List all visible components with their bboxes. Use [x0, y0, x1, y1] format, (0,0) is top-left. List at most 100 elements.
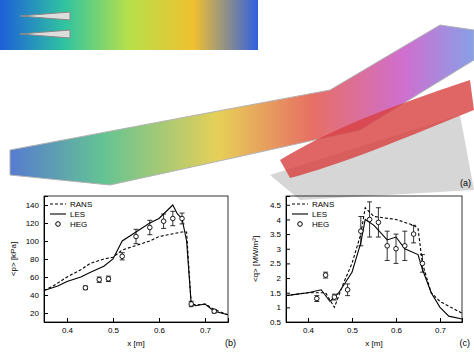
- tick: 0.7: [435, 318, 447, 335]
- legend: RANSLESHEG: [292, 200, 334, 229]
- legend-swatch: [298, 222, 303, 227]
- tick-label: 40: [30, 291, 39, 300]
- error-cap: [170, 225, 175, 226]
- legend-swatch: [56, 222, 61, 227]
- tick-label: 1.5: [270, 289, 282, 298]
- axis-line: [287, 318, 463, 323]
- chart: 0.40.50.60.70.511.522.533.544.5x [m]<q> …: [251, 196, 470, 348]
- data-point: [323, 273, 328, 278]
- series-line: [44, 232, 228, 315]
- error-cap: [134, 229, 139, 230]
- series-line: [286, 219, 462, 319]
- data-point: [171, 216, 176, 221]
- data-point: [403, 244, 408, 249]
- error-cap: [345, 295, 350, 296]
- data-point: [148, 225, 153, 230]
- legend: RANSLESHEG: [50, 200, 92, 229]
- tick-mark: [352, 318, 353, 322]
- chart: 0.40.50.60.720406080100120140x [m]<p> [k…: [9, 196, 236, 348]
- data-point: [180, 216, 185, 221]
- tick: 0.5: [270, 318, 290, 327]
- y-axis-title: <q> [MW/m²]: [251, 236, 260, 282]
- plot-area: [44, 205, 228, 315]
- tick: 3: [277, 245, 290, 254]
- x-axis: 0.4 0.5 0.6 0.7: [287, 318, 463, 335]
- data-point: [120, 254, 125, 259]
- plot-frame: [286, 196, 462, 322]
- tick-mark: [396, 318, 397, 322]
- tick-mark: [286, 205, 290, 206]
- tick-label: 0.7: [435, 326, 447, 335]
- x-axis: 0.40.50.60.7: [45, 318, 229, 335]
- tick: 3.5: [270, 230, 290, 239]
- data-point: [359, 229, 364, 234]
- tick: 0.6: [154, 318, 166, 335]
- tick-mark: [44, 313, 48, 314]
- injector: [20, 30, 70, 38]
- x-axis-title: x [m]: [127, 339, 144, 348]
- legend-label: LES: [312, 210, 327, 219]
- tick: 20: [30, 309, 48, 318]
- tick-label: 4.5: [270, 201, 282, 210]
- legend-swatch: [50, 213, 66, 214]
- data-point: [189, 302, 194, 307]
- error-cap: [420, 272, 425, 273]
- tick-label: 2: [277, 274, 282, 283]
- tick-label: 120: [26, 219, 40, 228]
- tick-label: 3.5: [270, 230, 282, 239]
- data-point: [134, 234, 139, 239]
- tick-mark: [44, 277, 48, 278]
- error-cap: [120, 259, 125, 260]
- error-cap: [376, 237, 381, 238]
- data-point: [345, 287, 350, 292]
- tick-label: 2.5: [270, 259, 282, 268]
- tick: 0.5: [108, 318, 120, 335]
- data-point: [161, 219, 166, 224]
- tick: 100: [26, 237, 48, 246]
- error-cap: [161, 228, 166, 229]
- tick: 80: [30, 255, 48, 264]
- tick: 1: [277, 303, 290, 312]
- panel-label: (b): [225, 338, 236, 348]
- injector: [20, 12, 70, 20]
- legend-swatch: [292, 203, 308, 204]
- error-cap: [120, 252, 125, 253]
- tick: 0.4: [62, 318, 74, 335]
- data-point: [411, 232, 416, 237]
- data-point: [212, 309, 217, 314]
- tick: 120: [26, 219, 48, 228]
- tick-mark: [44, 205, 48, 206]
- tick-mark: [159, 318, 160, 322]
- tick-label: 0.4: [303, 326, 315, 335]
- tick: 2.5: [270, 259, 290, 268]
- tick-mark: [44, 241, 48, 242]
- top-view: [0, 0, 258, 50]
- series-line: [286, 208, 462, 313]
- tick-label: 0.4: [62, 326, 74, 335]
- error-cap: [367, 237, 372, 238]
- tick: 0.5: [347, 318, 359, 335]
- tick-label: 0.5: [108, 326, 120, 335]
- tick-mark: [286, 219, 290, 220]
- plot-frame: [44, 196, 228, 322]
- jet-structure: [280, 80, 474, 178]
- tick-mark: [44, 223, 48, 224]
- legend-label: HEG: [312, 220, 329, 229]
- error-cap: [161, 214, 166, 215]
- axis-line: [45, 197, 49, 323]
- series-line: [44, 205, 228, 315]
- figure: (a)0.40.50.60.720406080100120140x [m]<p>…: [0, 0, 474, 354]
- error-cap: [411, 242, 416, 243]
- error-cap: [147, 234, 152, 235]
- tick-mark: [286, 293, 290, 294]
- axis-line: [287, 197, 291, 323]
- legend-swatch: [50, 203, 66, 204]
- data-point: [106, 277, 111, 282]
- data-point: [97, 277, 102, 282]
- tick: 0.6: [391, 318, 403, 335]
- legend-label: RANS: [312, 200, 334, 209]
- legend-label: LES: [70, 210, 85, 219]
- error-cap: [385, 260, 390, 261]
- panel-label: (c): [460, 338, 471, 348]
- tick-label: 140: [26, 201, 40, 210]
